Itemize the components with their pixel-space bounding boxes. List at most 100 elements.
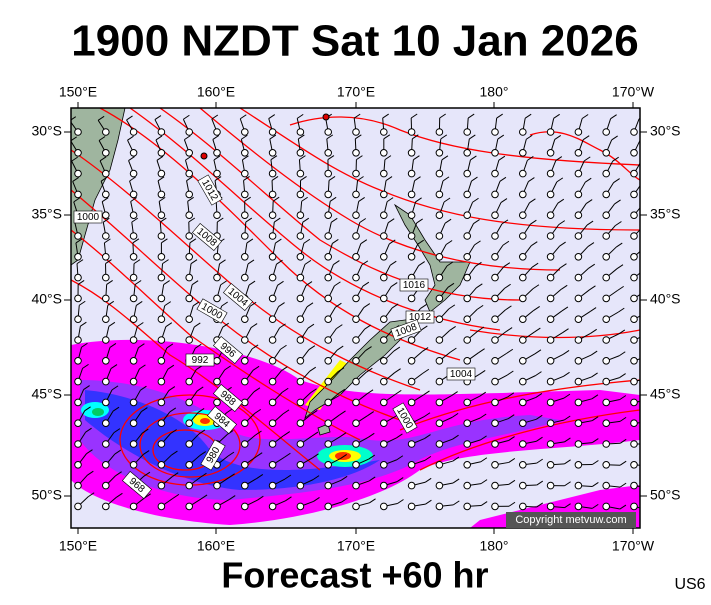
- barb-station: [492, 170, 499, 177]
- lat-label: 50°S: [650, 487, 681, 503]
- barb-station: [353, 420, 360, 427]
- lat-label: 45°S: [650, 386, 681, 402]
- barb-station: [547, 378, 554, 385]
- barb-station: [603, 503, 610, 510]
- barb-station: [325, 503, 332, 510]
- barb-station: [297, 150, 304, 157]
- lat-label: 35°S: [31, 206, 62, 222]
- barb-station: [603, 170, 610, 177]
- barb-station: [242, 150, 249, 157]
- barb-station: [408, 378, 415, 385]
- barb-station: [520, 233, 527, 240]
- barb-station: [464, 482, 471, 489]
- barb-station: [186, 295, 193, 302]
- barb-station: [631, 441, 638, 448]
- barb-station: [436, 462, 443, 469]
- barb-station: [242, 274, 249, 281]
- barb-station: [325, 150, 332, 157]
- barb-station: [575, 503, 582, 510]
- barb-station: [408, 129, 415, 136]
- barb-station: [269, 253, 276, 260]
- barb-station: [520, 170, 527, 177]
- barb-station: [186, 337, 193, 344]
- barb-station: [408, 441, 415, 448]
- barb-station: [408, 150, 415, 157]
- copyright: Copyright metvuw.com: [515, 514, 626, 526]
- barb-station: [381, 253, 388, 260]
- barb-station: [130, 358, 137, 365]
- barb-station: [381, 503, 388, 510]
- barb-station: [75, 441, 82, 448]
- barb-station: [103, 337, 110, 344]
- barb-station: [464, 399, 471, 406]
- barb-station: [575, 337, 582, 344]
- barb-station: [103, 316, 110, 323]
- barb-station: [75, 274, 82, 281]
- barb-station: [130, 253, 137, 260]
- barb-station: [464, 191, 471, 198]
- barb-station: [75, 295, 82, 302]
- barb-station: [297, 462, 304, 469]
- barb-station: [381, 150, 388, 157]
- barb-station: [75, 129, 82, 136]
- barb-station: [214, 295, 221, 302]
- barb-station: [603, 420, 610, 427]
- barb-station: [353, 129, 360, 136]
- barb-feather: [645, 265, 651, 269]
- barb-station: [297, 191, 304, 198]
- barb-feather: [648, 462, 654, 466]
- barb-station: [325, 399, 332, 406]
- barb-station: [75, 378, 82, 385]
- barb-station: [186, 316, 193, 323]
- barb-station: [242, 503, 249, 510]
- barb-station: [436, 316, 443, 323]
- barb-station: [297, 441, 304, 448]
- barb-station: [75, 358, 82, 365]
- lat-label: 40°S: [31, 291, 62, 307]
- barb-station: [547, 420, 554, 427]
- barb-station: [603, 274, 610, 281]
- barb-station: [353, 503, 360, 510]
- barb-station: [408, 295, 415, 302]
- barb-station: [269, 399, 276, 406]
- barb-station: [520, 358, 527, 365]
- barb-station: [436, 399, 443, 406]
- barb-station: [353, 295, 360, 302]
- barb-station: [631, 295, 638, 302]
- barb-station: [158, 378, 165, 385]
- barb-station: [408, 253, 415, 260]
- barb-station: [103, 150, 110, 157]
- barb-station: [603, 337, 610, 344]
- barb-station: [103, 399, 110, 406]
- barb-station: [575, 482, 582, 489]
- barb-station: [520, 295, 527, 302]
- barb-station: [269, 170, 276, 177]
- barb-station: [103, 170, 110, 177]
- barb-station: [492, 503, 499, 510]
- barb-station: [381, 337, 388, 344]
- barb-station: [103, 358, 110, 365]
- barb-feather: [641, 158, 647, 162]
- barb-station: [381, 358, 388, 365]
- barb-station: [603, 399, 610, 406]
- barb-station: [297, 233, 304, 240]
- barb-station: [464, 233, 471, 240]
- barb-station: [186, 274, 193, 281]
- barb-station: [269, 503, 276, 510]
- barb-station: [186, 420, 193, 427]
- barb-station: [186, 150, 193, 157]
- barb-station: [603, 129, 610, 136]
- barb-station: [575, 274, 582, 281]
- barb-station: [520, 503, 527, 510]
- barb-station: [242, 316, 249, 323]
- barb-station: [269, 316, 276, 323]
- barb-station: [242, 378, 249, 385]
- lat-label: 30°S: [31, 123, 62, 139]
- barb-station: [269, 212, 276, 219]
- barb-station: [631, 150, 638, 157]
- lat-label: 50°S: [31, 487, 62, 503]
- barb-station: [297, 358, 304, 365]
- barb-station: [547, 462, 554, 469]
- barb-station: [436, 503, 443, 510]
- isobar-label-text: 1004: [450, 369, 473, 380]
